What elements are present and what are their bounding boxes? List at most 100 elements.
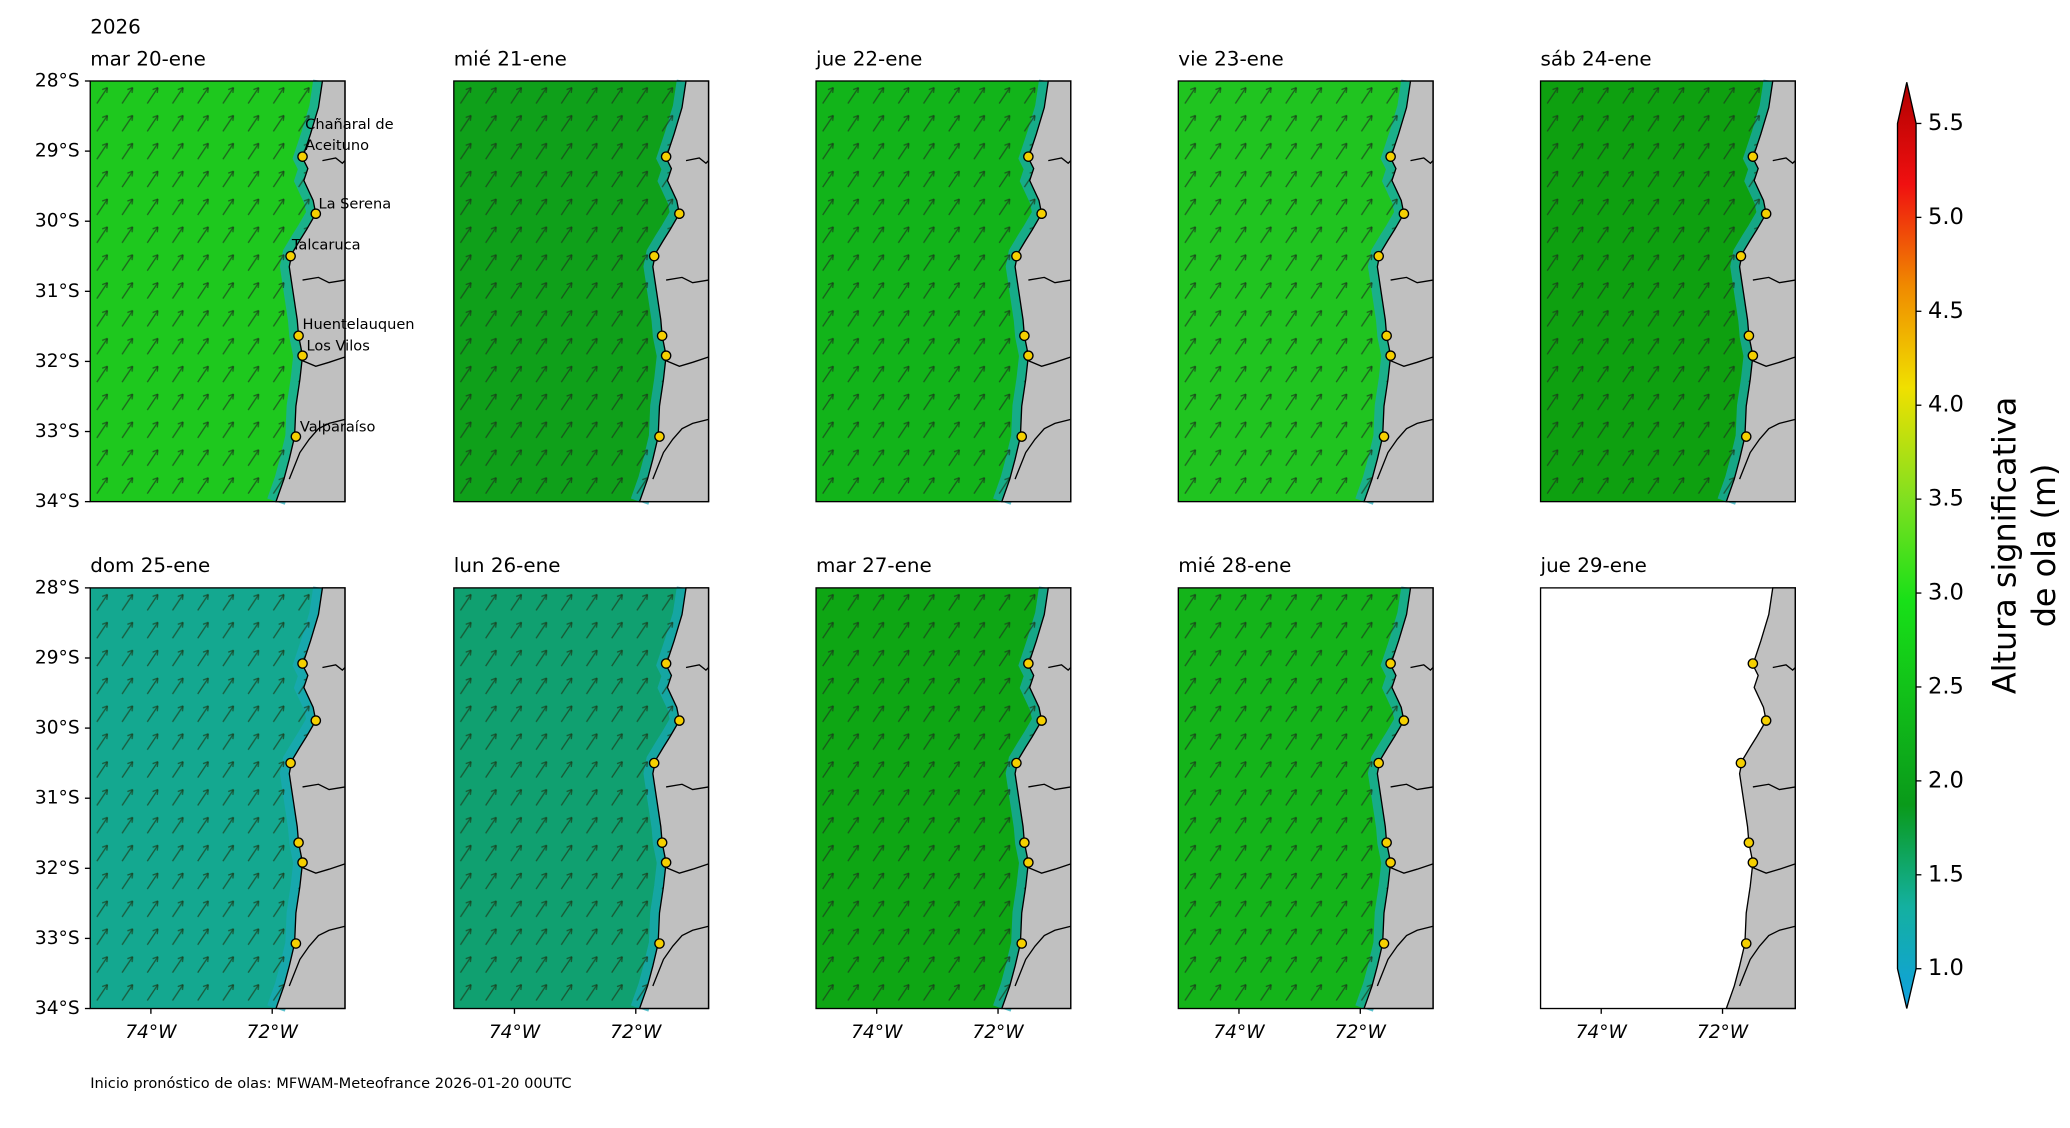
map-panel xyxy=(1539,79,1796,505)
station xyxy=(1747,857,1759,868)
border xyxy=(1014,925,1071,987)
border xyxy=(1048,664,1072,672)
station xyxy=(1016,431,1028,442)
frame xyxy=(815,80,1072,503)
colorbar-tick-label: 2.5 xyxy=(1928,673,1964,699)
station-label-line: Aceituno xyxy=(305,137,369,154)
station xyxy=(1036,715,1047,726)
border xyxy=(1025,356,1072,367)
station xyxy=(1747,658,1759,669)
map-panel: Chañaral de Aceituno La Serena Talcaruca Hue… xyxy=(89,79,415,505)
border xyxy=(1390,783,1434,791)
map-panel xyxy=(815,586,1072,1012)
station xyxy=(1378,938,1390,949)
footer: Inicio pronóstico de olas: MFWAM-Meteofr… xyxy=(90,1075,571,1092)
colorbar-tick-label: 5.5 xyxy=(1928,110,1964,136)
station xyxy=(656,330,668,342)
colorbar-tick-label: 2.0 xyxy=(1928,767,1964,793)
station xyxy=(1747,350,1759,361)
border xyxy=(1772,664,1796,672)
border xyxy=(1048,157,1072,165)
panel-title: mar 20-ene xyxy=(90,47,206,70)
station xyxy=(310,208,322,219)
lat-tick-label: 33°S xyxy=(35,421,80,442)
lat-tick-label: 28°S xyxy=(35,71,80,92)
colorbar-tick-label: 3.0 xyxy=(1928,580,1964,606)
station xyxy=(290,431,302,442)
map-panel xyxy=(89,586,346,1012)
station xyxy=(1740,938,1752,949)
station xyxy=(1019,330,1030,342)
station xyxy=(1373,757,1384,769)
frame xyxy=(1177,587,1434,1010)
station-label: La Serena xyxy=(318,195,391,212)
station xyxy=(1036,208,1047,219)
colorbar xyxy=(1896,82,1917,1009)
border xyxy=(1025,863,1072,874)
station xyxy=(1381,330,1392,342)
station xyxy=(1385,151,1396,162)
frame xyxy=(453,587,710,1010)
station xyxy=(1381,837,1392,848)
station xyxy=(1378,431,1390,442)
station xyxy=(1373,250,1384,262)
border xyxy=(288,925,346,987)
colorbar-tick-label: 1.5 xyxy=(1928,861,1964,887)
station-label: Valparaíso xyxy=(300,418,376,435)
lon-tick-label: 74°W xyxy=(489,1022,541,1043)
station-label: Chañaral de Aceituno xyxy=(305,116,393,154)
map-panel xyxy=(453,586,710,1012)
colorbar-tick-label: 5.0 xyxy=(1928,204,1964,230)
border xyxy=(1387,356,1434,367)
station xyxy=(674,715,685,726)
station xyxy=(656,837,668,848)
border xyxy=(685,664,710,672)
panel-title: dom 25-ene xyxy=(90,554,210,577)
station xyxy=(297,350,308,361)
panel-title: mié 28-ene xyxy=(1178,554,1291,577)
border xyxy=(1028,783,1071,791)
station-label: Talcaruca xyxy=(291,237,361,254)
lat-tick-label: 30°S xyxy=(35,211,80,232)
border xyxy=(1752,783,1796,791)
lat-tick-label: 32°S xyxy=(35,351,80,372)
station xyxy=(1023,658,1034,669)
border xyxy=(1410,157,1434,165)
station xyxy=(310,715,322,726)
border xyxy=(685,157,710,165)
lat-tick-label: 32°S xyxy=(35,858,80,879)
border xyxy=(1749,356,1796,367)
station xyxy=(293,837,304,848)
panel-title: vie 23-ene xyxy=(1178,47,1283,70)
station xyxy=(1023,151,1034,162)
station xyxy=(1743,837,1755,848)
lon-tick-label: 72°W xyxy=(1335,1022,1387,1043)
lon-tick-label: 74°W xyxy=(851,1022,903,1043)
border xyxy=(302,276,346,284)
panel-title: jue 29-ene xyxy=(1540,554,1647,577)
panel-title: sáb 24-ene xyxy=(1541,47,1652,70)
map-panel xyxy=(1177,586,1434,1012)
station xyxy=(1743,330,1755,342)
map-panel xyxy=(1177,79,1434,505)
station xyxy=(1747,151,1759,162)
border xyxy=(663,863,709,874)
border xyxy=(1376,418,1434,480)
border xyxy=(1390,276,1434,284)
station xyxy=(660,857,672,868)
border xyxy=(1376,925,1434,987)
station xyxy=(1735,250,1747,262)
border xyxy=(322,157,346,165)
border xyxy=(666,276,709,284)
lon-tick-label: 72°W xyxy=(247,1022,299,1043)
border xyxy=(663,356,709,367)
lat-tick-label: 29°S xyxy=(35,141,80,162)
border xyxy=(1772,157,1796,165)
lat-tick-label: 33°S xyxy=(35,928,80,949)
map-panel xyxy=(453,79,710,505)
border xyxy=(299,356,346,367)
border xyxy=(652,418,709,480)
station xyxy=(293,330,304,342)
frame xyxy=(1177,80,1434,503)
